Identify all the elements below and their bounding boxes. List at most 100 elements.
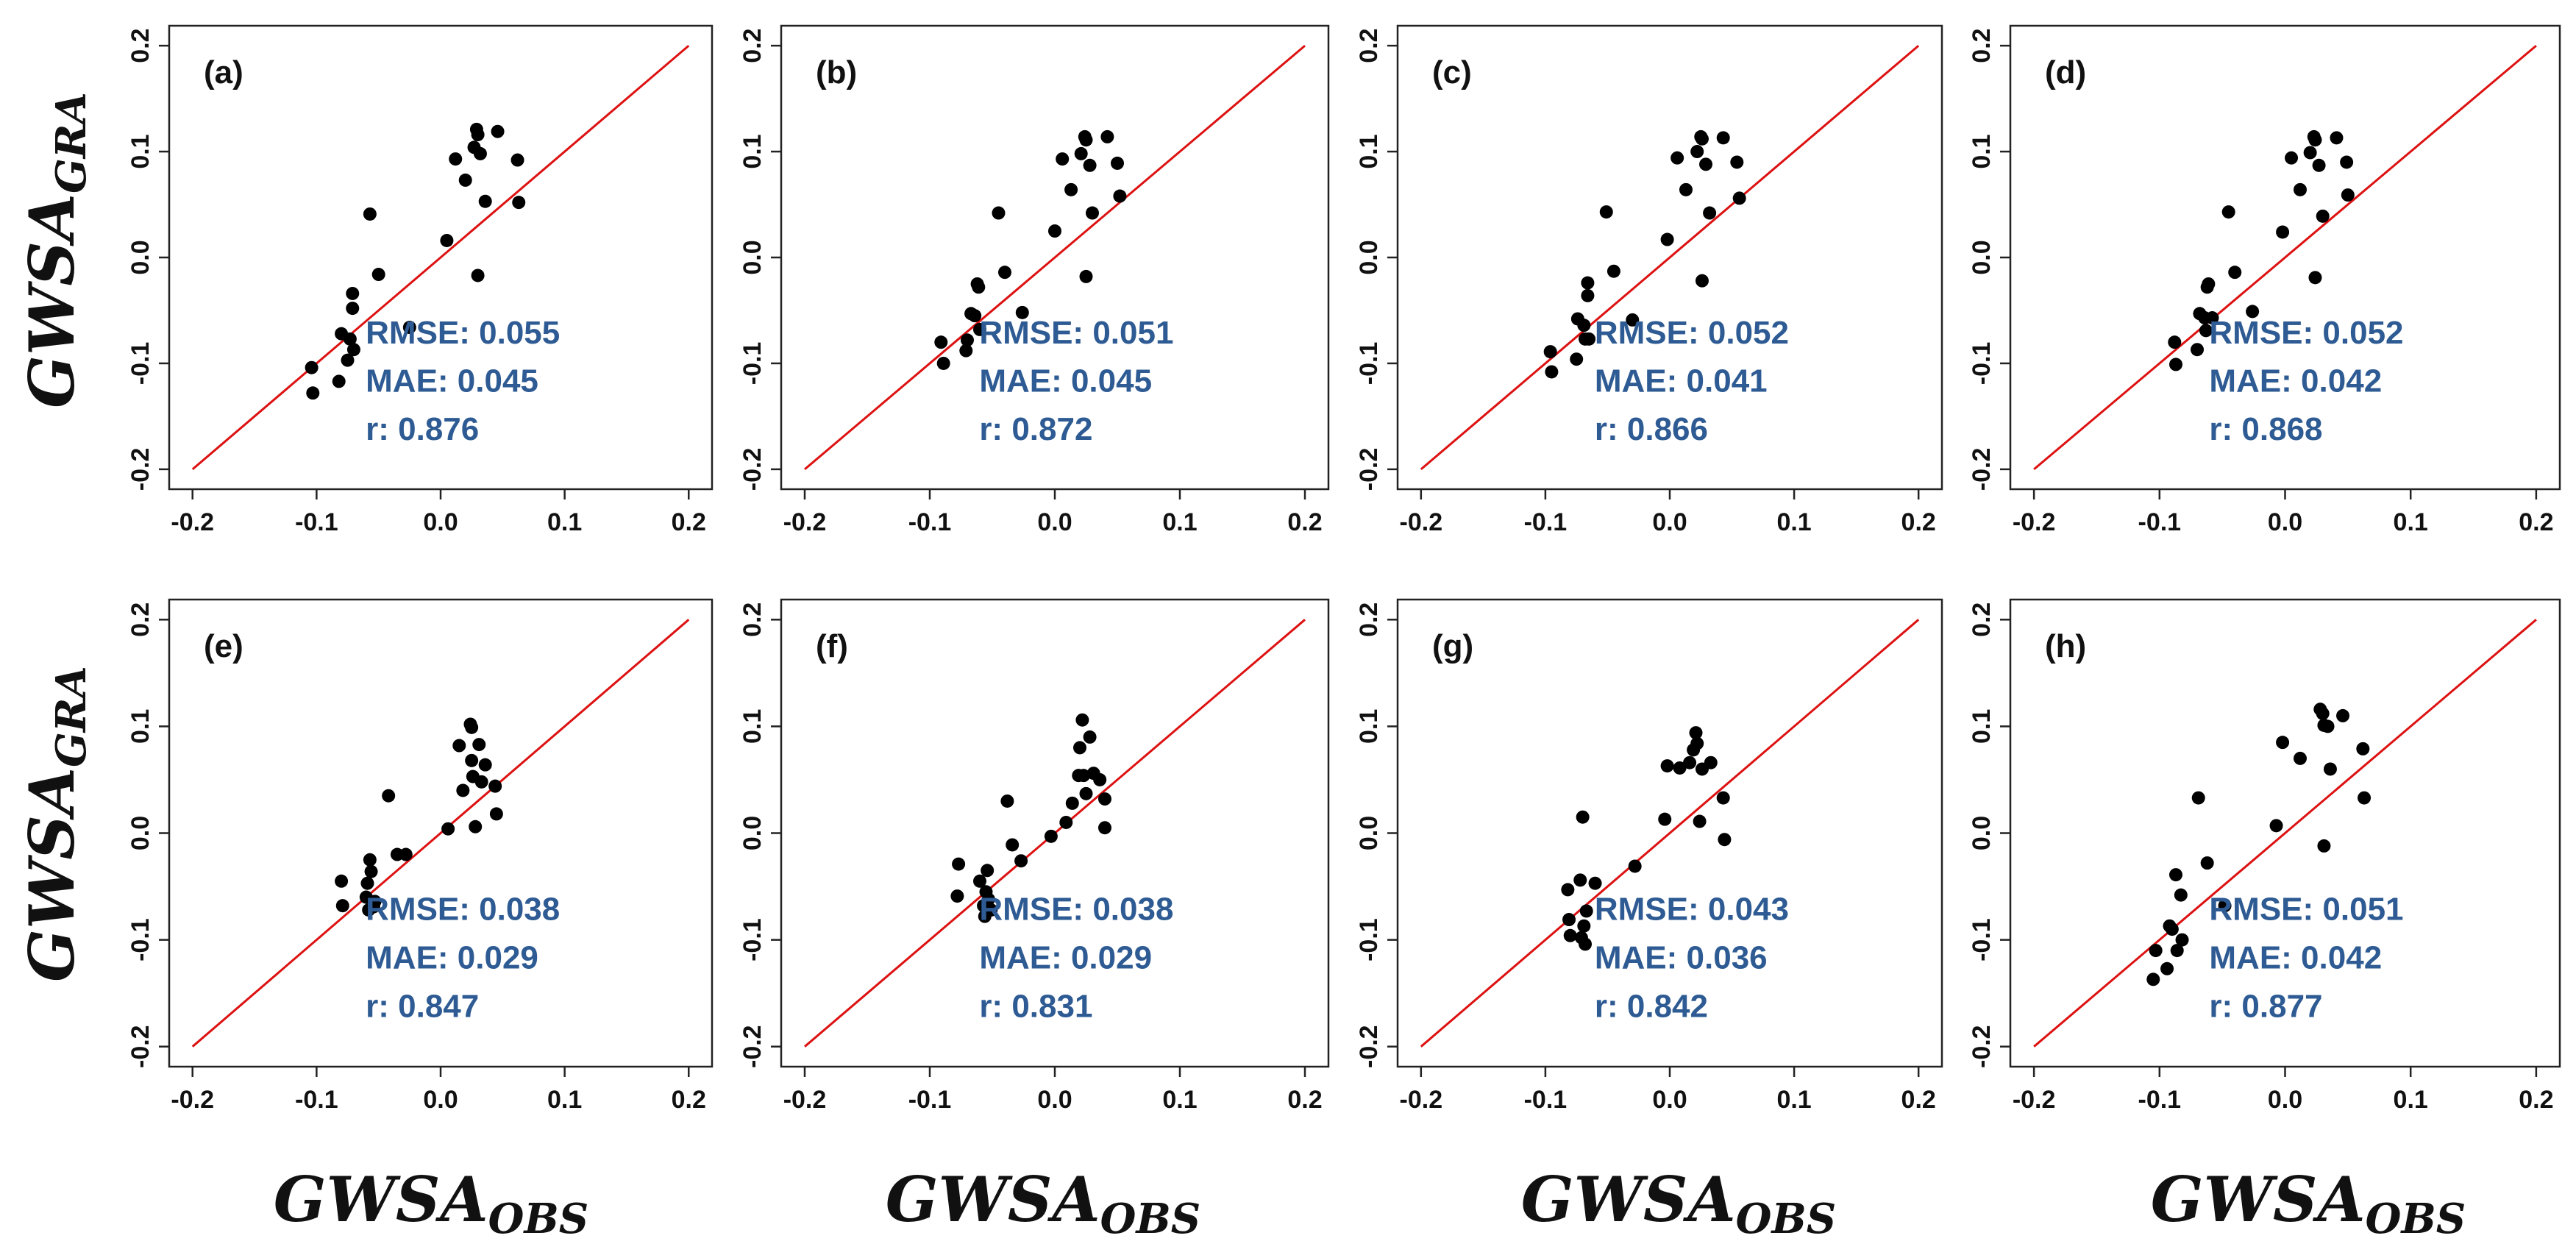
x-tick-label: 0.0	[1652, 508, 1687, 536]
mae-label: MAE: 0.041	[1595, 363, 1768, 399]
x-tick-label: 0.1	[1162, 508, 1197, 536]
panel-f: -0.2 -0.1 0.0 0.1 0.2 -0.2 -0.1 0.0 0.1 0.2 (f) RMS…	[739, 598, 1330, 1114]
data-point	[478, 194, 492, 208]
data-point	[1683, 756, 1697, 769]
data-point	[2169, 358, 2183, 371]
data-point	[1689, 726, 1703, 740]
x-tick-label: -0.1	[295, 1086, 338, 1114]
y-tick-label: 0.1	[739, 709, 766, 744]
data-point	[1577, 919, 1591, 933]
data-point	[950, 889, 964, 903]
data-point	[1628, 859, 1642, 873]
one-to-one-line	[804, 44, 1306, 471]
y-tick-label: -0.1	[127, 342, 154, 385]
data-point	[2293, 182, 2307, 196]
x-tick-label: 0.2	[672, 508, 706, 536]
data-point	[2336, 708, 2350, 722]
y-tick-label: -0.1	[1355, 342, 1383, 385]
x-tick-label: 0.0	[2268, 508, 2302, 536]
data-point	[473, 146, 487, 160]
rmse-label: RMSE: 0.052	[2209, 315, 2403, 351]
data-point	[1703, 206, 1717, 220]
data-point	[2200, 856, 2214, 870]
rmse-label: RMSE: 0.038	[366, 892, 560, 928]
one-to-one-line	[1420, 619, 1920, 1048]
data-point	[2149, 944, 2163, 958]
x-tick-label: -0.2	[2013, 1086, 2056, 1114]
data-point	[968, 309, 982, 323]
y-tick-label: 0.0	[1355, 240, 1383, 274]
panel-b: -0.2 -0.1 0.0 0.1 0.2 -0.2 -0.1 0.0 0.1 0.2 (b) RMS…	[739, 24, 1330, 536]
data-point	[1718, 833, 1732, 847]
x-tick-label: -0.2	[783, 1086, 827, 1114]
data-point	[1079, 133, 1093, 147]
data-point	[1056, 152, 1070, 166]
data-point	[1044, 829, 1058, 843]
x-tick-label: 0.1	[547, 508, 582, 536]
data-point	[306, 386, 320, 400]
y-tick-label: 0.2	[1968, 602, 1996, 637]
panel-grid: -0.2 -0.1 0.0 0.1 0.2 -0.2 -0.1 0.0 0.1 0.2 (a) RMS…	[127, 24, 2561, 1114]
y-axis-title-top: GWSAGRA	[15, 92, 96, 408]
data-point	[2312, 158, 2326, 172]
y-tick-label: 0.1	[127, 709, 154, 744]
panel-h: -0.2 -0.1 0.0 0.1 0.2 -0.2 -0.1 0.0 0.1 0.2 (h) RMS…	[1968, 598, 2561, 1114]
panel-a: -0.2 -0.1 0.0 0.1 0.2 -0.2 -0.1 0.0 0.1 0.2 (a) RMS…	[127, 24, 714, 536]
data-point	[981, 892, 995, 906]
data-point	[1716, 131, 1730, 145]
data-point	[1059, 815, 1073, 829]
data-point	[972, 322, 986, 336]
data-point	[1014, 854, 1028, 868]
mae-label: MAE: 0.036	[1595, 940, 1768, 976]
data-point	[2269, 819, 2283, 833]
data-point	[2276, 225, 2290, 239]
data-point	[1730, 155, 1744, 169]
data-point	[1588, 876, 1602, 890]
data-point	[1543, 345, 1557, 359]
x-tick-label: 0.2	[1287, 508, 1322, 536]
y-tick-label: 0.2	[127, 28, 154, 63]
data-point	[2202, 277, 2216, 291]
panel-label: (c)	[1432, 54, 1472, 90]
data-point	[335, 874, 349, 888]
data-point	[2170, 944, 2184, 958]
data-point	[2308, 271, 2322, 285]
data-point	[1607, 264, 1620, 278]
data-point	[1716, 791, 1730, 805]
data-point	[346, 286, 360, 300]
data-point	[936, 356, 950, 370]
x-tick-label: -0.1	[908, 508, 952, 536]
data-point	[1626, 313, 1640, 327]
y-tick-label: 0.0	[1355, 816, 1383, 850]
data-point	[1577, 319, 1591, 333]
x-tick-label: -0.2	[1400, 1086, 1443, 1114]
y-tick-label: -0.2	[1968, 448, 1996, 491]
one-to-one-line	[2033, 44, 2537, 471]
x-tick-label: -0.1	[1524, 508, 1568, 536]
data-point	[1098, 792, 1112, 806]
data-point	[346, 343, 360, 357]
rmse-label: RMSE: 0.051	[979, 315, 1173, 351]
data-point	[1006, 838, 1020, 852]
data-point	[2330, 131, 2344, 145]
y-axis-title-bottom: GWSAGRA	[15, 666, 96, 982]
data-point	[471, 269, 485, 282]
data-point	[1077, 769, 1091, 783]
data-point	[2146, 973, 2160, 986]
data-point	[1673, 761, 1687, 775]
data-point	[2174, 888, 2188, 902]
data-point	[465, 753, 479, 767]
data-point	[2218, 899, 2232, 913]
data-point	[489, 807, 503, 821]
panel-label: (d)	[2045, 54, 2086, 90]
r-label: r: 0.842	[1595, 989, 1708, 1025]
data-point	[959, 344, 973, 358]
data-point	[2191, 791, 2205, 805]
panel-e: -0.2 -0.1 0.0 0.1 0.2 -0.2 -0.1 0.0 0.1 0.2 (e) RMS…	[127, 598, 714, 1114]
data-point	[1100, 129, 1114, 143]
panel-label: (b)	[816, 54, 857, 90]
data-point	[1083, 730, 1097, 744]
x-axis-title-col2: GWSAOBS	[886, 1163, 1200, 1243]
data-point	[2175, 933, 2189, 947]
rmse-label: RMSE: 0.052	[1595, 315, 1789, 351]
